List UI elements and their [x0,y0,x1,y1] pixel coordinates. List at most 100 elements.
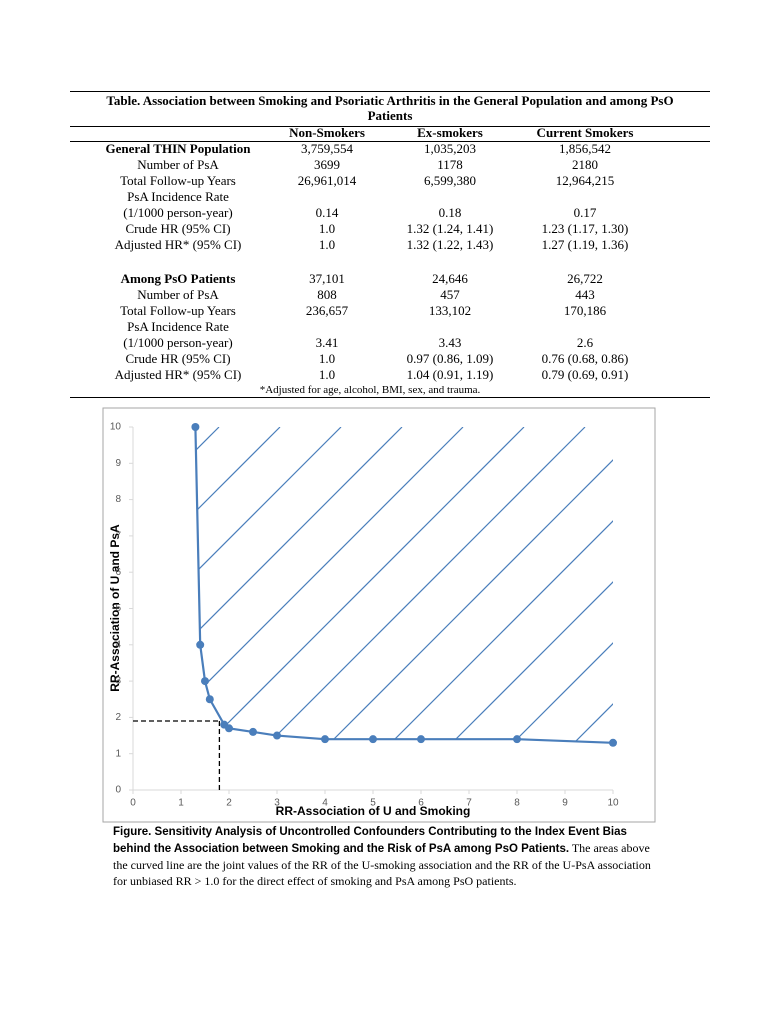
table-cell: 1.0 [318,237,336,252]
x-axis-label: RR-Association of U and Smoking [276,804,471,818]
hatch-line [282,427,613,743]
hatch-line [195,427,464,743]
y-tick-label: 4 [115,639,121,650]
table-cell: 1,035,203 [424,141,476,156]
table-cell: 3.43 [438,335,462,350]
y-tick-label: 10 [110,422,122,433]
y-tick-label: 7 [115,531,121,542]
x-tick-label: 5 [370,798,376,809]
data-point [321,735,329,744]
header-bottom-rule [70,141,710,142]
hatch-line [221,427,586,743]
column-header: Ex-smokers [417,125,483,140]
table-cell: 3699 [314,157,340,172]
hatch-line [465,427,613,743]
x-tick-label: 1 [178,798,184,809]
row-label: (1/1000 person-year) [123,205,233,220]
figure-caption: Figure. Sensitivity Analysis of Uncontro… [113,823,653,889]
hatch-line [0,427,97,790]
row-label: (1/1000 person-year) [123,335,233,350]
table-cell: 1.0 [318,221,336,236]
y-tick-label: 0 [115,785,121,796]
data-point [205,695,214,704]
table-cell: 808 [317,287,337,302]
row-label: Crude HR (95% CI) [125,221,231,236]
table-cell: 236,657 [305,303,349,318]
row-label: Number of PsA [137,287,219,302]
row-label: Number of PsA [137,157,219,172]
hatch-line [195,427,525,743]
x-tick-label: 8 [514,798,520,809]
data-point [609,738,617,747]
table-cell: 0.14 [315,205,339,220]
table-cell: 1178 [437,157,463,172]
column-header: Non-Smokers [289,125,365,140]
curve [194,426,614,744]
table-cell: 37,101 [309,271,345,286]
table-title: Table. Association between Smoking and P… [106,93,674,123]
table-cell: 26,722 [567,271,603,286]
table-cell: 0.17 [573,205,597,220]
table-cell: 1.27 (1.19, 1.36) [541,237,629,252]
hatch-line [195,427,403,743]
table-cell: 457 [440,287,460,302]
chart-frame [102,407,656,823]
x-tick-label: 3 [274,798,280,809]
table-footnote: *Adjusted for age, alcohol, BMI, sex, an… [259,384,481,396]
section-heading: Among PsO Patients [120,271,236,286]
table-cell: 3.41 [315,335,339,350]
hatch-line [195,427,281,743]
y-tick-label: 6 [115,567,121,578]
hatch-line [587,427,613,743]
table-cell: 2.6 [576,335,594,350]
table-cell: 133,102 [428,303,472,318]
table-cell: 0.79 (0.69, 0.91) [541,367,629,382]
caption-text: The areas above the curved line are the … [113,841,651,888]
row-label: Adjusted HR* (95% CI) [114,367,242,382]
data-point [513,735,521,744]
row-label: Adjusted HR* (95% CI) [114,237,242,252]
table-cell: 3,759,554 [301,141,353,156]
y-tick-label: 9 [115,458,121,469]
y-axis-label: RR-Association of U and PsA [108,524,122,692]
x-tick-label: 0 [130,798,136,809]
table-cell: 0.76 (0.68, 0.86) [541,351,629,366]
table-cell: 26,961,014 [297,173,357,188]
x-tick-label: 10 [607,798,619,809]
y-tick-label: 8 [115,494,121,505]
data-point [369,735,377,744]
table-cell: 2180 [572,157,598,172]
table-cell: 1.0 [318,351,336,366]
table-bottom-rule [70,397,710,398]
row-label: Total Follow-up Years [120,173,236,188]
y-tick-label: 1 [115,748,121,759]
row-label: Crude HR (95% CI) [125,351,231,366]
table-top-rule [70,91,710,92]
data-point [249,727,257,736]
data-point [191,423,200,431]
header-rule [70,126,710,127]
x-tick-label: 7 [466,798,472,809]
row-label: PsA Incidence Rate [127,189,229,204]
table-cell: 443 [575,287,595,302]
table-cell: 1.32 (1.22, 1.43) [406,237,494,252]
hatch-line [343,427,613,743]
table-cell: 1.0 [318,367,336,382]
hatch-line [526,427,613,743]
hatch-line [404,427,613,743]
y-tick-label: 3 [115,676,121,687]
table-cell: 1.04 (0.91, 1.19) [406,367,494,382]
data-point [201,677,209,686]
data-point [417,735,425,744]
table-cell: 12,964,215 [555,173,615,188]
table-cell: 0.18 [438,205,462,220]
x-tick-label: 4 [322,798,328,809]
row-label: PsA Incidence Rate [127,319,229,334]
table-cell: 1,856,542 [559,141,611,156]
hatch-line [0,427,36,790]
x-tick-label: 2 [226,798,232,809]
table-cell: 0.97 (0.86, 1.09) [406,351,494,366]
data-point [225,724,233,733]
